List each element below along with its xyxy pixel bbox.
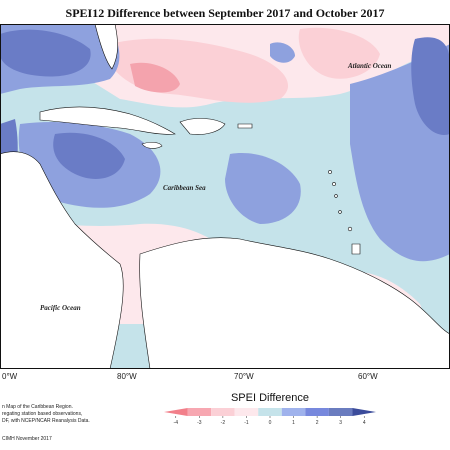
legend-tick-label: 2 <box>316 420 319 426</box>
legend-cell <box>164 408 188 416</box>
land-jamaica <box>141 141 163 149</box>
lon-label-90w: 0°W <box>2 372 18 381</box>
legend-cell <box>234 408 259 416</box>
credit-text: CIMH November 2017 <box>2 436 52 442</box>
land-island-3 <box>334 194 338 198</box>
land-island-5 <box>347 226 353 232</box>
land-cuba <box>39 106 176 135</box>
land-south-america <box>139 237 450 369</box>
legend-tick-label: -4 <box>174 420 179 426</box>
note-line-3: DF, with NCEP/NCAR Reanalysis Data. <box>2 418 90 424</box>
red-zone-hispaniola <box>130 62 180 93</box>
land-florida <box>94 24 118 70</box>
land-puerto-rico <box>237 123 253 129</box>
lon-label-60w: 60°W <box>358 372 378 381</box>
lon-label-80w: 80°W <box>117 372 137 381</box>
label-caribbean-sea: Caribbean Sea <box>163 184 206 192</box>
land-island-1 <box>328 170 332 174</box>
land-hispaniola <box>179 118 226 135</box>
lon-label-70w: 70°W <box>234 372 254 381</box>
legend-cell <box>187 408 212 416</box>
blue-zone-caribbean-central <box>225 153 301 224</box>
legend-cell <box>328 408 353 416</box>
pink-zone-atlantic <box>298 27 380 79</box>
legend-tick-label: -3 <box>197 420 202 426</box>
legend-cell <box>305 408 329 416</box>
label-atlantic-ocean: Atlantic Ocean <box>347 62 391 70</box>
note-line-2: regating station based observations, <box>2 411 83 417</box>
legend-tick-label: -1 <box>244 420 249 426</box>
note-line-1: n Map of the Caribbean Region. <box>2 404 73 410</box>
legend-cell <box>281 408 306 416</box>
dark-blue-zone-atlantic <box>411 37 450 135</box>
legend-cell <box>258 408 282 416</box>
label-pacific-ocean: Pacific Ocean <box>40 304 81 312</box>
legend-cell <box>352 408 376 416</box>
legend-tick-label: 4 <box>363 420 366 426</box>
land-central-america <box>0 151 124 369</box>
legend-tick-label: -2 <box>221 420 226 426</box>
land <box>0 24 450 369</box>
map-title: SPEI12 Difference between September 2017… <box>65 6 385 20</box>
spei-map: Atlantic Ocean Caribbean Sea Pacific Oce… <box>0 24 450 369</box>
dark-blue-zone-caribbean-west <box>53 132 125 179</box>
legend-tick-label: 0 <box>269 420 272 426</box>
dark-blue-zone-gulf <box>0 29 91 77</box>
legend-title: SPEI Difference <box>230 392 310 404</box>
land-island-2 <box>332 182 336 186</box>
legend-tick-label: 1 <box>292 420 295 426</box>
legend-cell <box>211 408 235 416</box>
blue-spot-north <box>270 42 295 63</box>
legend-tick-label: 3 <box>339 420 342 426</box>
legend-colorbar: -4 -3 -2 -1 0 1 2 3 4 <box>164 408 376 426</box>
land-island-4 <box>338 210 342 214</box>
land-trinidad <box>351 243 361 255</box>
